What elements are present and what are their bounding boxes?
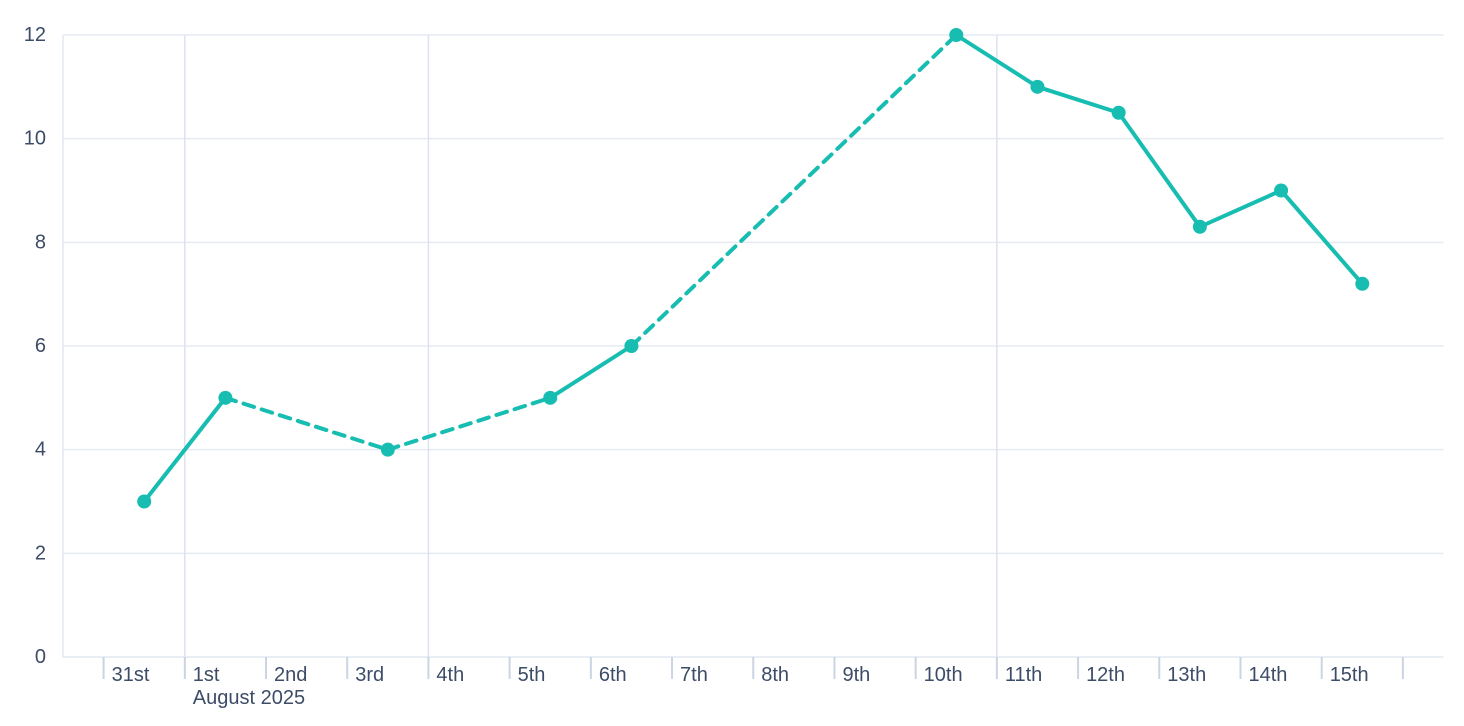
data-point[interactable]	[1355, 276, 1370, 291]
y-tick-label: 6	[35, 335, 46, 357]
series-line	[142, 33, 1365, 504]
x-tick-label: 13th	[1167, 664, 1206, 686]
x-tick-marks	[102, 657, 1404, 679]
y-tick-label: 12	[24, 24, 46, 46]
data-point[interactable]	[1030, 79, 1045, 94]
series-segment-dashed	[385, 395, 553, 452]
series-segment-solid	[548, 344, 634, 400]
x-axis-month-label: August 2025	[193, 687, 305, 709]
x-tick-label: 8th	[761, 664, 789, 686]
x-tick-label: 3rd	[355, 664, 384, 686]
x-tick-label: 1st	[193, 664, 220, 686]
data-point[interactable]	[1111, 105, 1126, 120]
data-point[interactable]	[543, 390, 558, 405]
data-point[interactable]	[218, 390, 233, 405]
y-tick-label: 2	[35, 542, 46, 564]
x-tick-label: 11th	[1005, 664, 1042, 686]
x-tick-label: 10th	[924, 664, 963, 686]
y-tick-labels: 0 2 4 6 8 10 12	[24, 24, 46, 668]
data-point[interactable]	[137, 494, 152, 509]
y-tick-label: 0	[35, 646, 46, 668]
x-tick-labels: 31st 1st 2nd 3rd 4th 5th 6th 7th 8th 9th 10th 11th 1…	[112, 664, 1369, 686]
y-gridlines	[63, 34, 1444, 555]
series-segment-dashed	[223, 395, 390, 452]
series-segment-solid	[1035, 84, 1121, 115]
y-tick-label: 10	[24, 128, 46, 150]
x-tick-label: 15th	[1330, 664, 1369, 686]
x-tick-label: 4th	[436, 664, 464, 686]
x-tick-label: 9th	[842, 664, 870, 686]
y-tick-label: 4	[35, 439, 46, 461]
x-tick-label: 31st	[112, 664, 150, 686]
x-tick-label: 2nd	[274, 664, 307, 686]
series-segment-solid	[142, 395, 228, 504]
x-tick-label: 14th	[1248, 664, 1287, 686]
x-tick-label: 7th	[680, 664, 708, 686]
x-tick-label: 6th	[599, 664, 627, 686]
data-points	[137, 28, 1370, 509]
series-segment-solid	[1279, 188, 1365, 286]
data-point[interactable]	[949, 28, 964, 42]
y-tick-label: 8	[35, 231, 46, 253]
data-point[interactable]	[1192, 219, 1207, 234]
data-point[interactable]	[1274, 183, 1289, 198]
week-gridlines	[184, 35, 998, 657]
data-point[interactable]	[624, 339, 639, 353]
data-point[interactable]	[380, 442, 395, 457]
series-segment-dashed	[629, 33, 959, 348]
x-tick-label: 5th	[518, 664, 546, 686]
series-segment-solid	[1116, 110, 1202, 229]
x-tick-label: 12th	[1086, 664, 1125, 686]
series-segment-solid	[954, 33, 1040, 89]
series-segment-solid	[1197, 188, 1284, 229]
